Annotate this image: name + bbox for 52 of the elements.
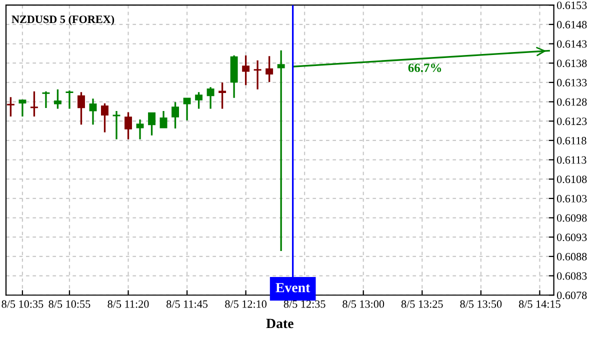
x-tick-label: 8/5 13:25: [401, 300, 443, 308]
candlestick: [277, 50, 285, 252]
x-axis-title: Date: [266, 318, 294, 328]
candlestick: [6, 96, 14, 118]
candlestick: [266, 55, 274, 83]
y-tick-label: 0.6093: [557, 234, 587, 242]
y-tick-label: 0.6098: [557, 214, 587, 222]
y-tick-label: 0.6118: [557, 136, 586, 144]
x-tick-label: 8/5 11:20: [108, 300, 149, 308]
x-tick-label: 8/5 14:15: [518, 300, 560, 308]
candlestick: [172, 101, 180, 130]
candlestick: [242, 54, 250, 86]
y-tick-label: 0.6148: [557, 20, 587, 28]
x-tick-label: 8/5 13:50: [460, 300, 502, 308]
y-tick-label: 0.6113: [557, 156, 586, 164]
y-tick-label: 0.6133: [557, 78, 587, 86]
candlestick: [160, 110, 168, 129]
y-tick-label: 0.6123: [557, 118, 587, 126]
y-tick-label: 0.6088: [557, 252, 587, 260]
y-tick-label: 0.6138: [557, 60, 587, 68]
text: NZDUSD 5 (FOREX): [12, 15, 114, 26]
candlestick: [78, 91, 85, 126]
y-tick-label: 0.6128: [557, 98, 587, 106]
candlestick: [54, 88, 62, 110]
x-tick-label: 8/5 10:55: [48, 300, 90, 308]
y-tick-label: 0.6108: [557, 176, 587, 184]
candlestick: [30, 90, 38, 118]
candlestick: [206, 86, 214, 110]
y-tick-label: 0.6103: [557, 194, 587, 202]
candlestick: [195, 91, 203, 110]
candlestick: [254, 60, 262, 90]
candlestick: [89, 98, 97, 126]
candlestick: [66, 90, 74, 110]
candlestick: [101, 102, 108, 134]
candlestick: [124, 111, 132, 140]
candlestick: [42, 90, 50, 109]
candlestick: [18, 98, 26, 118]
candlestick: [136, 118, 144, 140]
x-tick-label: 8/5 11:45: [166, 300, 208, 308]
ref-line-label: Event: [276, 283, 310, 292]
y-tick-label: 0.6143: [557, 40, 587, 48]
y-tick-label: 0.6153: [557, 2, 587, 10]
x-tick-label: 8/5 10:35: [2, 300, 44, 308]
y-tick-label: 0.6083: [557, 272, 587, 280]
candlestick: [218, 82, 226, 110]
candlestick: [148, 112, 156, 136]
candlestick: [183, 97, 191, 122]
annotation: 66.7%: [408, 64, 442, 72]
x-tick-label: 8/5 12:10: [225, 300, 267, 308]
y-tick-label: 0.6078: [557, 292, 587, 300]
x-tick-label: 8/5 13:00: [342, 300, 384, 308]
x-tick-label: 8/5 12:35: [284, 300, 326, 308]
